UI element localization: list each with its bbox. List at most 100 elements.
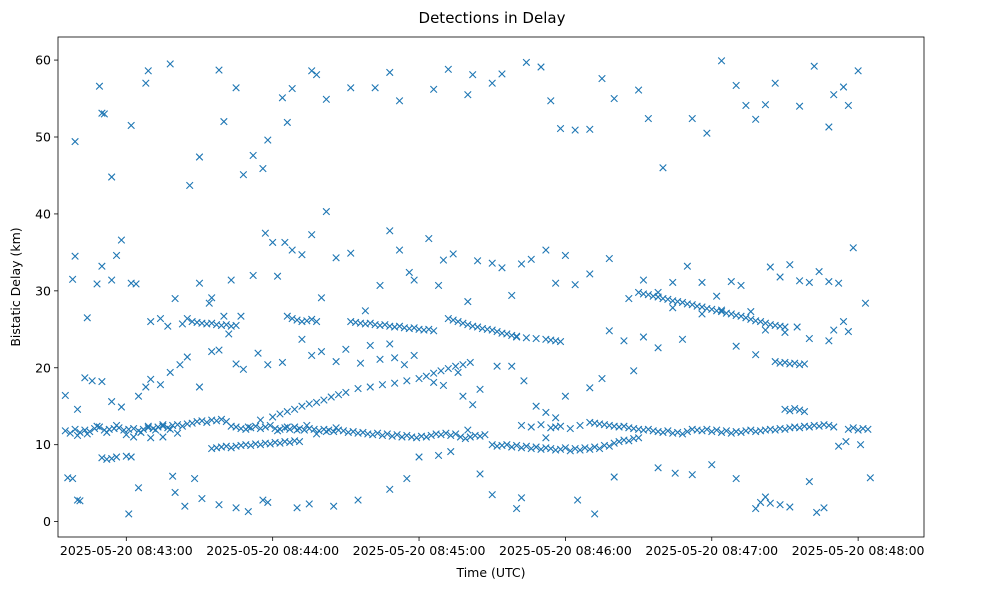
data-point — [439, 381, 448, 390]
data-point — [405, 268, 413, 277]
data-point — [93, 422, 101, 430]
data-point — [756, 317, 765, 326]
data-point — [100, 110, 109, 118]
data-point — [727, 429, 735, 437]
data-point — [112, 251, 121, 260]
data-point — [537, 445, 545, 453]
data-point — [215, 66, 223, 74]
data-point — [83, 430, 91, 438]
data-point — [347, 84, 355, 92]
data-point — [220, 117, 228, 126]
data-point — [795, 424, 804, 432]
data-point — [522, 58, 531, 67]
data-point — [442, 429, 450, 437]
data-point — [473, 257, 482, 265]
data-point — [493, 327, 501, 336]
data-point — [576, 421, 584, 430]
data-point — [264, 136, 272, 144]
data-point — [220, 312, 228, 320]
data-point — [107, 173, 116, 181]
data-point — [717, 307, 726, 316]
data-point — [329, 502, 338, 510]
data-point — [508, 443, 516, 451]
data-point — [127, 453, 135, 461]
data-point — [708, 427, 716, 436]
data-point — [410, 324, 418, 332]
data-point — [698, 310, 706, 318]
data-point — [73, 405, 82, 413]
data-point — [356, 359, 365, 367]
data-point — [598, 374, 606, 383]
data-point — [429, 85, 438, 93]
data-point — [190, 474, 199, 483]
data-point — [532, 334, 540, 343]
data-point — [747, 315, 755, 323]
data-point — [327, 393, 335, 401]
data-point — [215, 501, 223, 509]
data-point — [678, 298, 687, 307]
data-point — [144, 67, 152, 75]
data-point — [488, 326, 496, 334]
data-point — [366, 319, 374, 327]
data-point — [273, 427, 282, 435]
data-point — [195, 279, 204, 287]
data-point — [571, 281, 579, 289]
data-point — [298, 402, 306, 410]
data-point — [464, 321, 472, 329]
data-point — [615, 437, 623, 446]
data-point — [256, 424, 265, 433]
data-point — [737, 281, 745, 290]
data-point — [659, 428, 667, 437]
data-point — [698, 278, 706, 287]
data-point — [610, 473, 618, 481]
y-axis-ticks: 0 10 20 30 40 50 60 — [35, 53, 58, 529]
data-point — [71, 252, 79, 260]
data-point — [283, 407, 291, 416]
data-point — [576, 446, 584, 454]
data-point — [771, 79, 779, 87]
data-point — [571, 126, 579, 134]
data-point — [207, 294, 216, 302]
data-point — [771, 357, 779, 366]
data-point — [527, 423, 535, 431]
data-markers — [61, 57, 875, 518]
data-point — [664, 427, 672, 435]
data-point — [281, 238, 289, 247]
data-point — [461, 434, 470, 443]
data-point — [610, 94, 618, 103]
data-point — [264, 498, 272, 507]
data-point — [810, 62, 818, 70]
data-point — [761, 493, 770, 501]
data-point — [573, 496, 582, 504]
data-point — [71, 425, 79, 433]
data-point — [227, 444, 235, 452]
data-point — [166, 60, 174, 68]
data-point — [332, 254, 340, 262]
data-point — [834, 442, 843, 450]
data-point — [634, 86, 643, 94]
data-point — [732, 342, 740, 350]
data-point — [256, 441, 265, 449]
data-point — [766, 499, 775, 507]
data-point — [517, 421, 526, 430]
data-point — [129, 433, 138, 441]
data-point — [508, 362, 516, 370]
data-point — [393, 431, 401, 439]
data-point — [669, 304, 677, 312]
data-point — [469, 71, 477, 79]
data-point — [203, 418, 211, 427]
data-point — [293, 504, 301, 512]
data-point — [268, 238, 277, 247]
data-point — [825, 337, 833, 345]
data-point — [225, 330, 233, 338]
data-point — [781, 425, 789, 433]
data-point — [366, 341, 374, 350]
data-point — [781, 328, 789, 337]
data-point — [561, 251, 570, 260]
data-point — [712, 292, 721, 300]
data-point — [283, 312, 291, 320]
data-point — [727, 310, 735, 318]
data-point — [207, 347, 216, 356]
data-point — [547, 97, 555, 105]
data-point — [793, 323, 801, 331]
